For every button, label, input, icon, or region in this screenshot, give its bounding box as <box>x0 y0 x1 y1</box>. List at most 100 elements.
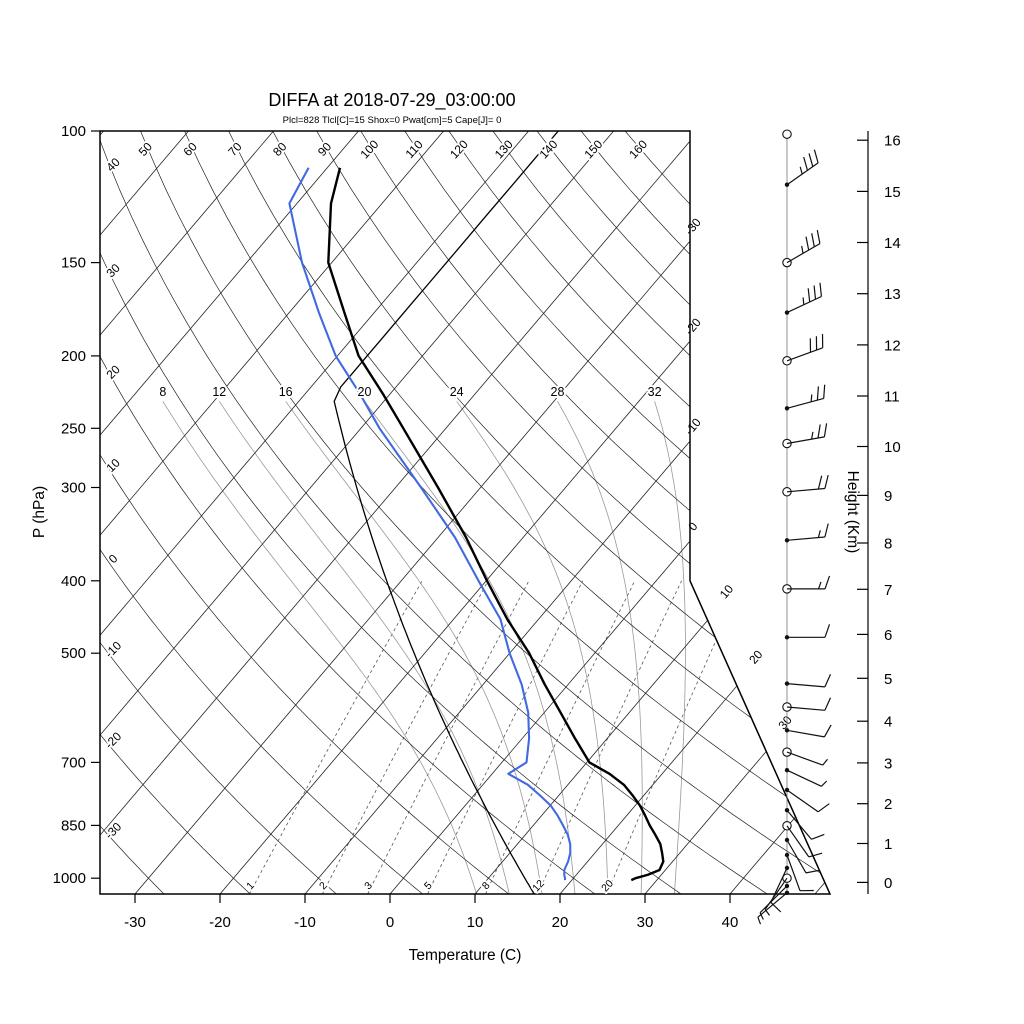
wind-barb-half <box>811 431 814 440</box>
isotherm <box>389 131 830 894</box>
isotherm <box>100 131 104 894</box>
wind-barb-full <box>817 803 830 813</box>
wind-barb-half <box>757 916 762 925</box>
wind-barb-full <box>803 156 809 171</box>
mixing-ratio-line <box>485 580 636 894</box>
dry-adiabat <box>536 131 830 894</box>
wind-barb-half <box>759 912 764 920</box>
moist-adiabat-label: 28 <box>551 385 565 399</box>
dry-adiabat <box>228 131 830 894</box>
dry-adiabat-left-label: 10 <box>103 455 123 475</box>
mixing-ratio-line <box>537 580 682 894</box>
wind-barb-full <box>817 475 823 490</box>
dry-adiabat <box>184 131 830 894</box>
wind-barb-full <box>824 523 829 538</box>
wind-barb-staff <box>786 536 825 541</box>
moist-adiabat-lines <box>162 401 686 894</box>
isotherm-edge-label: 0 <box>685 519 700 533</box>
pressure-tick-label: 200 <box>61 348 86 365</box>
mixing-ratio-line <box>367 580 530 894</box>
temperature-tick-label: 40 <box>722 914 739 931</box>
wind-barb-half <box>802 297 805 305</box>
dry-adiabat-top-label: 140 <box>537 137 561 161</box>
mixing-ratio-label: 20 <box>599 877 616 894</box>
plot-outline <box>99 130 832 895</box>
moist-adiabat-label: 8 <box>159 385 166 399</box>
temperature-tick-label: -10 <box>294 914 316 931</box>
height-tick-label: 4 <box>884 714 892 731</box>
wind-barb-half <box>799 166 803 175</box>
wind-barb-staff <box>786 769 822 787</box>
isotherm-edge-label: 10 <box>717 582 737 601</box>
dewpoint-curve <box>288 167 572 881</box>
dry-adiabat-top-label: 80 <box>270 139 290 159</box>
dry-adiabat <box>272 131 830 894</box>
isotherm <box>559 131 830 894</box>
dry-adiabat-top-label: 160 <box>626 137 650 161</box>
wind-barb-staff <box>770 867 788 903</box>
dry-adiabat <box>100 131 682 894</box>
isotherm <box>474 131 830 894</box>
dry-adiabat-left-label: 20 <box>103 362 123 382</box>
temperature-tick-label: 10 <box>467 914 484 931</box>
temperature-tick-label: 30 <box>637 914 654 931</box>
dry-adiabat <box>448 131 830 894</box>
temperature-axis-label: Temperature (C) <box>409 947 522 964</box>
wind-barb-staff <box>786 789 819 813</box>
height-axis-label: Height (Km) <box>844 471 861 554</box>
isotherm <box>219 131 830 894</box>
mixing-ratio-label: 8 <box>480 880 493 893</box>
moist-adiabat <box>557 401 643 894</box>
moist-adiabat-label: 12 <box>212 385 226 399</box>
temperature-tick-label: -20 <box>209 914 231 931</box>
pressure-axis-label: P (hPa) <box>31 486 48 538</box>
sounding-curves <box>288 131 665 894</box>
wind-barb-full <box>823 724 832 738</box>
height-tick-label: 11 <box>884 389 900 406</box>
height-tick-label: 1 <box>884 836 892 853</box>
isotherm <box>304 131 830 894</box>
pressure-tick-label: 400 <box>61 573 86 590</box>
wind-barb-staff <box>786 854 801 891</box>
wind-barb-half <box>820 780 828 787</box>
moist-adiabat <box>364 401 576 894</box>
mixing-ratio-label: 2 <box>317 880 330 893</box>
reference-curve <box>333 131 559 894</box>
moist-adiabat <box>285 401 543 894</box>
height-tick-label: 13 <box>884 286 901 303</box>
dry-adiabat-lines <box>100 131 830 894</box>
isotherm <box>100 131 274 894</box>
isotherm <box>100 131 529 894</box>
wind-barb-full <box>824 624 831 638</box>
mixing-ratio-label: 3 <box>362 880 375 893</box>
pressure-tick-label: 150 <box>61 255 86 272</box>
wind-barb-staff <box>759 885 788 914</box>
wind-barb-staff <box>786 706 825 711</box>
wind-barb-full <box>770 901 782 913</box>
height-tick-label: 8 <box>884 536 892 553</box>
pressure-tick-label: 700 <box>61 754 86 771</box>
wind-barb-staff <box>786 347 823 362</box>
wind-barb-full <box>819 282 822 297</box>
isotherm-lines <box>100 131 830 894</box>
wind-barb-staff <box>764 877 788 910</box>
isotherm-edge-label: 20 <box>746 647 766 666</box>
chart-subtitle: Plcl=828 Tlcl[C]=15 Shox=0 Pwat[cm]=5 Ca… <box>283 115 502 126</box>
wind-barb-full <box>823 423 828 437</box>
pressure-tick-label: 850 <box>61 817 86 834</box>
chart-title: DIFFA at 2018-07-29_03:00:00 <box>268 90 515 111</box>
isotherm <box>100 131 359 894</box>
isotherm-edge-label: -30 <box>682 215 704 238</box>
dry-adiabat-top-label: 70 <box>225 139 245 159</box>
wind-barb-staff <box>786 397 824 409</box>
height-tick-label: 16 <box>884 133 901 150</box>
wind-barb-staff <box>757 892 788 918</box>
moist-adiabat <box>456 401 609 894</box>
mixing-ratio-label: 5 <box>422 880 435 893</box>
height-tick-label: 2 <box>884 796 892 813</box>
mixing-ratio-lines <box>249 580 744 894</box>
mixing-ratio-line <box>606 580 744 894</box>
isotherm <box>644 131 830 894</box>
wind-barb-full <box>808 153 814 167</box>
